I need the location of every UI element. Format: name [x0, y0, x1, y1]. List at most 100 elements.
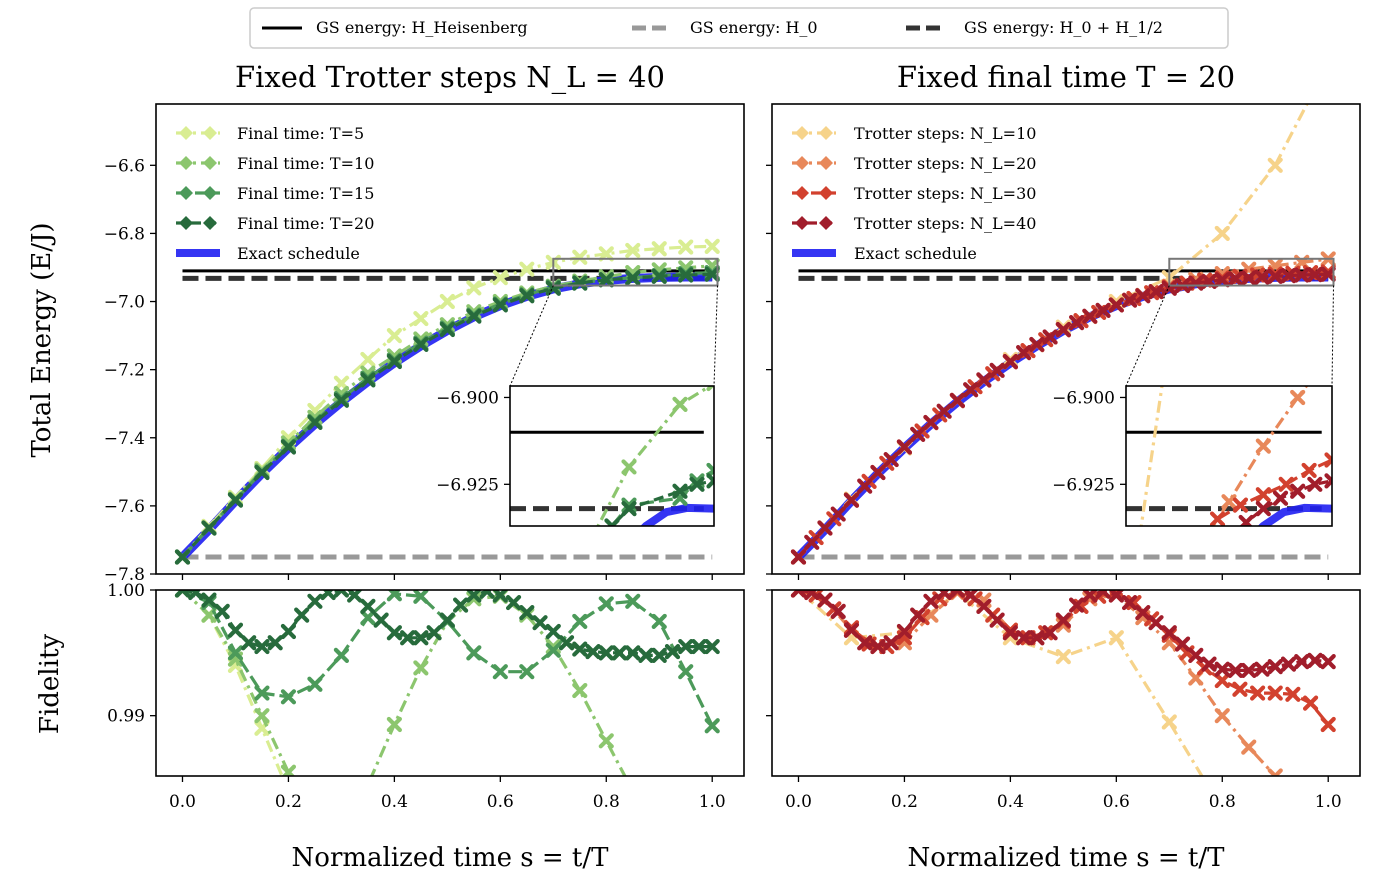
right-inset-point-4 [1272, 490, 1289, 506]
right-fidelity-point-4 [1121, 594, 1138, 611]
left-energy-point-4 [572, 275, 588, 291]
right-inset-frame [1125, 385, 1333, 527]
right-energy-point-4 [790, 549, 807, 565]
right-energy-point-4 [870, 464, 886, 481]
right-zoom-box [1168, 257, 1335, 287]
right-fidelity-point-4 [817, 592, 833, 608]
left-energy-point-1 [466, 280, 482, 296]
left-inset-frame [509, 385, 715, 527]
left-energy-point-4 [704, 266, 720, 282]
right-fidelity-point-4 [1174, 636, 1191, 652]
right-energy-point-4 [1294, 267, 1310, 283]
left-fidelity-point-4 [347, 590, 363, 603]
right-fidelity-point-4 [976, 598, 992, 614]
left-inset-point-2 [672, 396, 688, 413]
right-fidelity-point-4 [857, 635, 873, 651]
left-energy-point-1 [572, 249, 588, 265]
left-fidelity-point-2 [386, 716, 402, 733]
left-energy-point-4 [360, 372, 376, 388]
left-fidelity-point-4 [505, 594, 522, 611]
right-energy-point-4 [1135, 288, 1151, 304]
right-fidelity-point-4 [1294, 654, 1310, 670]
right-fidelity-xtick-label: 0.2 [891, 792, 918, 812]
left-fidelity-point-2 [254, 708, 270, 724]
left-fidelity-point-3 [413, 590, 429, 604]
left-fidelity-point-4 [532, 615, 548, 631]
right-fidelity-xtick-label: 0.4 [997, 792, 1024, 812]
right-fidelity-point-4 [1029, 630, 1045, 646]
left-energy-point-4 [174, 549, 191, 565]
left-inset-content [510, 386, 714, 526]
right-energy-point-4 [1214, 272, 1230, 288]
right-energy-point-4 [1082, 308, 1098, 324]
left-fidelity-point-2 [466, 591, 482, 607]
right-fidelity-point-4 [1254, 661, 1270, 677]
right-fidelity-point-4 [883, 635, 899, 651]
left-energy-plot: −6.6 −6.8 −7.0 −7.2 −7.4 −7.6 −7.8 [104, 103, 745, 585]
left-legend-marker-2 [203, 156, 217, 170]
right-legend-marker-4 [795, 216, 809, 230]
left-fidelity-point-4 [254, 638, 270, 655]
left-fidelity-point-4 [585, 643, 601, 660]
right-energy-point-4 [843, 492, 860, 508]
left-fidelity-point-4 [479, 590, 495, 599]
legend-label-heisenberg: GS energy: H_Heisenberg [316, 18, 528, 37]
right-inset-point-4 [1255, 501, 1271, 517]
left-fidelity-point-2 [598, 733, 614, 749]
right-fidelity-xtick-label: 0.6 [1103, 792, 1130, 812]
right-zoom-connector [1331, 285, 1335, 387]
left-fidelity-xtick-label: 1.0 [699, 792, 726, 812]
right-fidelity-point-2 [1241, 739, 1257, 755]
left-fidelity-point-4 [572, 641, 588, 657]
right-inset-point-4 [1238, 514, 1254, 526]
left-inset-point-4 [672, 483, 688, 499]
right-legend-label-1: Trotter steps: N_L=10 [854, 124, 1036, 143]
left-xlabel: Normalized time s = t/T [292, 843, 610, 873]
right-fidelity-point-4 [1307, 652, 1323, 668]
right-fidelity-point-4 [830, 603, 846, 619]
right-fidelity-point-4 [1082, 590, 1098, 603]
right-fidelity-point-4 [1241, 662, 1257, 679]
left-fidelity-point-4 [426, 625, 442, 641]
left-fidelity-point-4 [678, 638, 694, 655]
left-fidelity-point-4 [294, 607, 310, 623]
right-xlabel: Normalized time s = t/T [908, 843, 1226, 873]
left-fidelity-point-4 [466, 590, 482, 603]
left-energy-point-1 [704, 238, 720, 254]
right-fidelity-point-3 [1320, 716, 1336, 733]
right-energy-point-4 [1095, 302, 1111, 318]
left-fidelity-series-line-3 [181, 590, 714, 727]
left-inset-point-2 [706, 386, 714, 392]
right-fidelity-plot: 0.0 0.2 0.4 0.6 0.8 1.0 [766, 589, 1361, 812]
left-energy-ytick-label: −7.8 [104, 565, 145, 585]
left-energy-point-4 [598, 272, 614, 288]
right-energy-point-4 [1280, 268, 1297, 284]
left-energy-point-1 [519, 261, 535, 277]
left-fidelity-point-3 [280, 689, 297, 705]
left-energy-point-4 [280, 439, 297, 455]
right-fidelity-point-4 [1227, 662, 1244, 679]
right-energy-point-4 [923, 414, 939, 431]
left-energy-point-1 [678, 239, 694, 255]
left-fidelity-point-4 [188, 590, 204, 601]
right-fidelity-point-2 [1214, 708, 1230, 724]
right-energy-point-4 [1148, 284, 1164, 300]
right-energy-plot [766, 103, 1361, 580]
left-energy-point-4 [201, 520, 217, 536]
right-energy-point-4 [830, 506, 846, 522]
left-fidelity-point-4 [704, 638, 720, 655]
left-inset-point-2 [621, 459, 637, 475]
left-fidelity-point-2 [362, 779, 373, 790]
left-fidelity-point-3 [227, 645, 244, 661]
right-fidelity-point-4 [963, 590, 979, 603]
left-fidelity-point-4 [625, 645, 641, 661]
right-fidelity-series [790, 590, 1336, 776]
right-fidelity-xtick-label: 1.0 [1315, 792, 1342, 812]
left-fidelity-ytick-label: 0.99 [107, 707, 145, 727]
right-energy-point-1 [1267, 157, 1283, 173]
left-energy-point-4 [386, 353, 402, 370]
left-inset-ytick-label: −6.925 [436, 475, 499, 495]
right-inset-point-3 [1278, 476, 1294, 492]
fidelity-ylabel: Fidelity [35, 634, 65, 734]
right-fidelity-xtick-label: 0.8 [1209, 792, 1236, 812]
